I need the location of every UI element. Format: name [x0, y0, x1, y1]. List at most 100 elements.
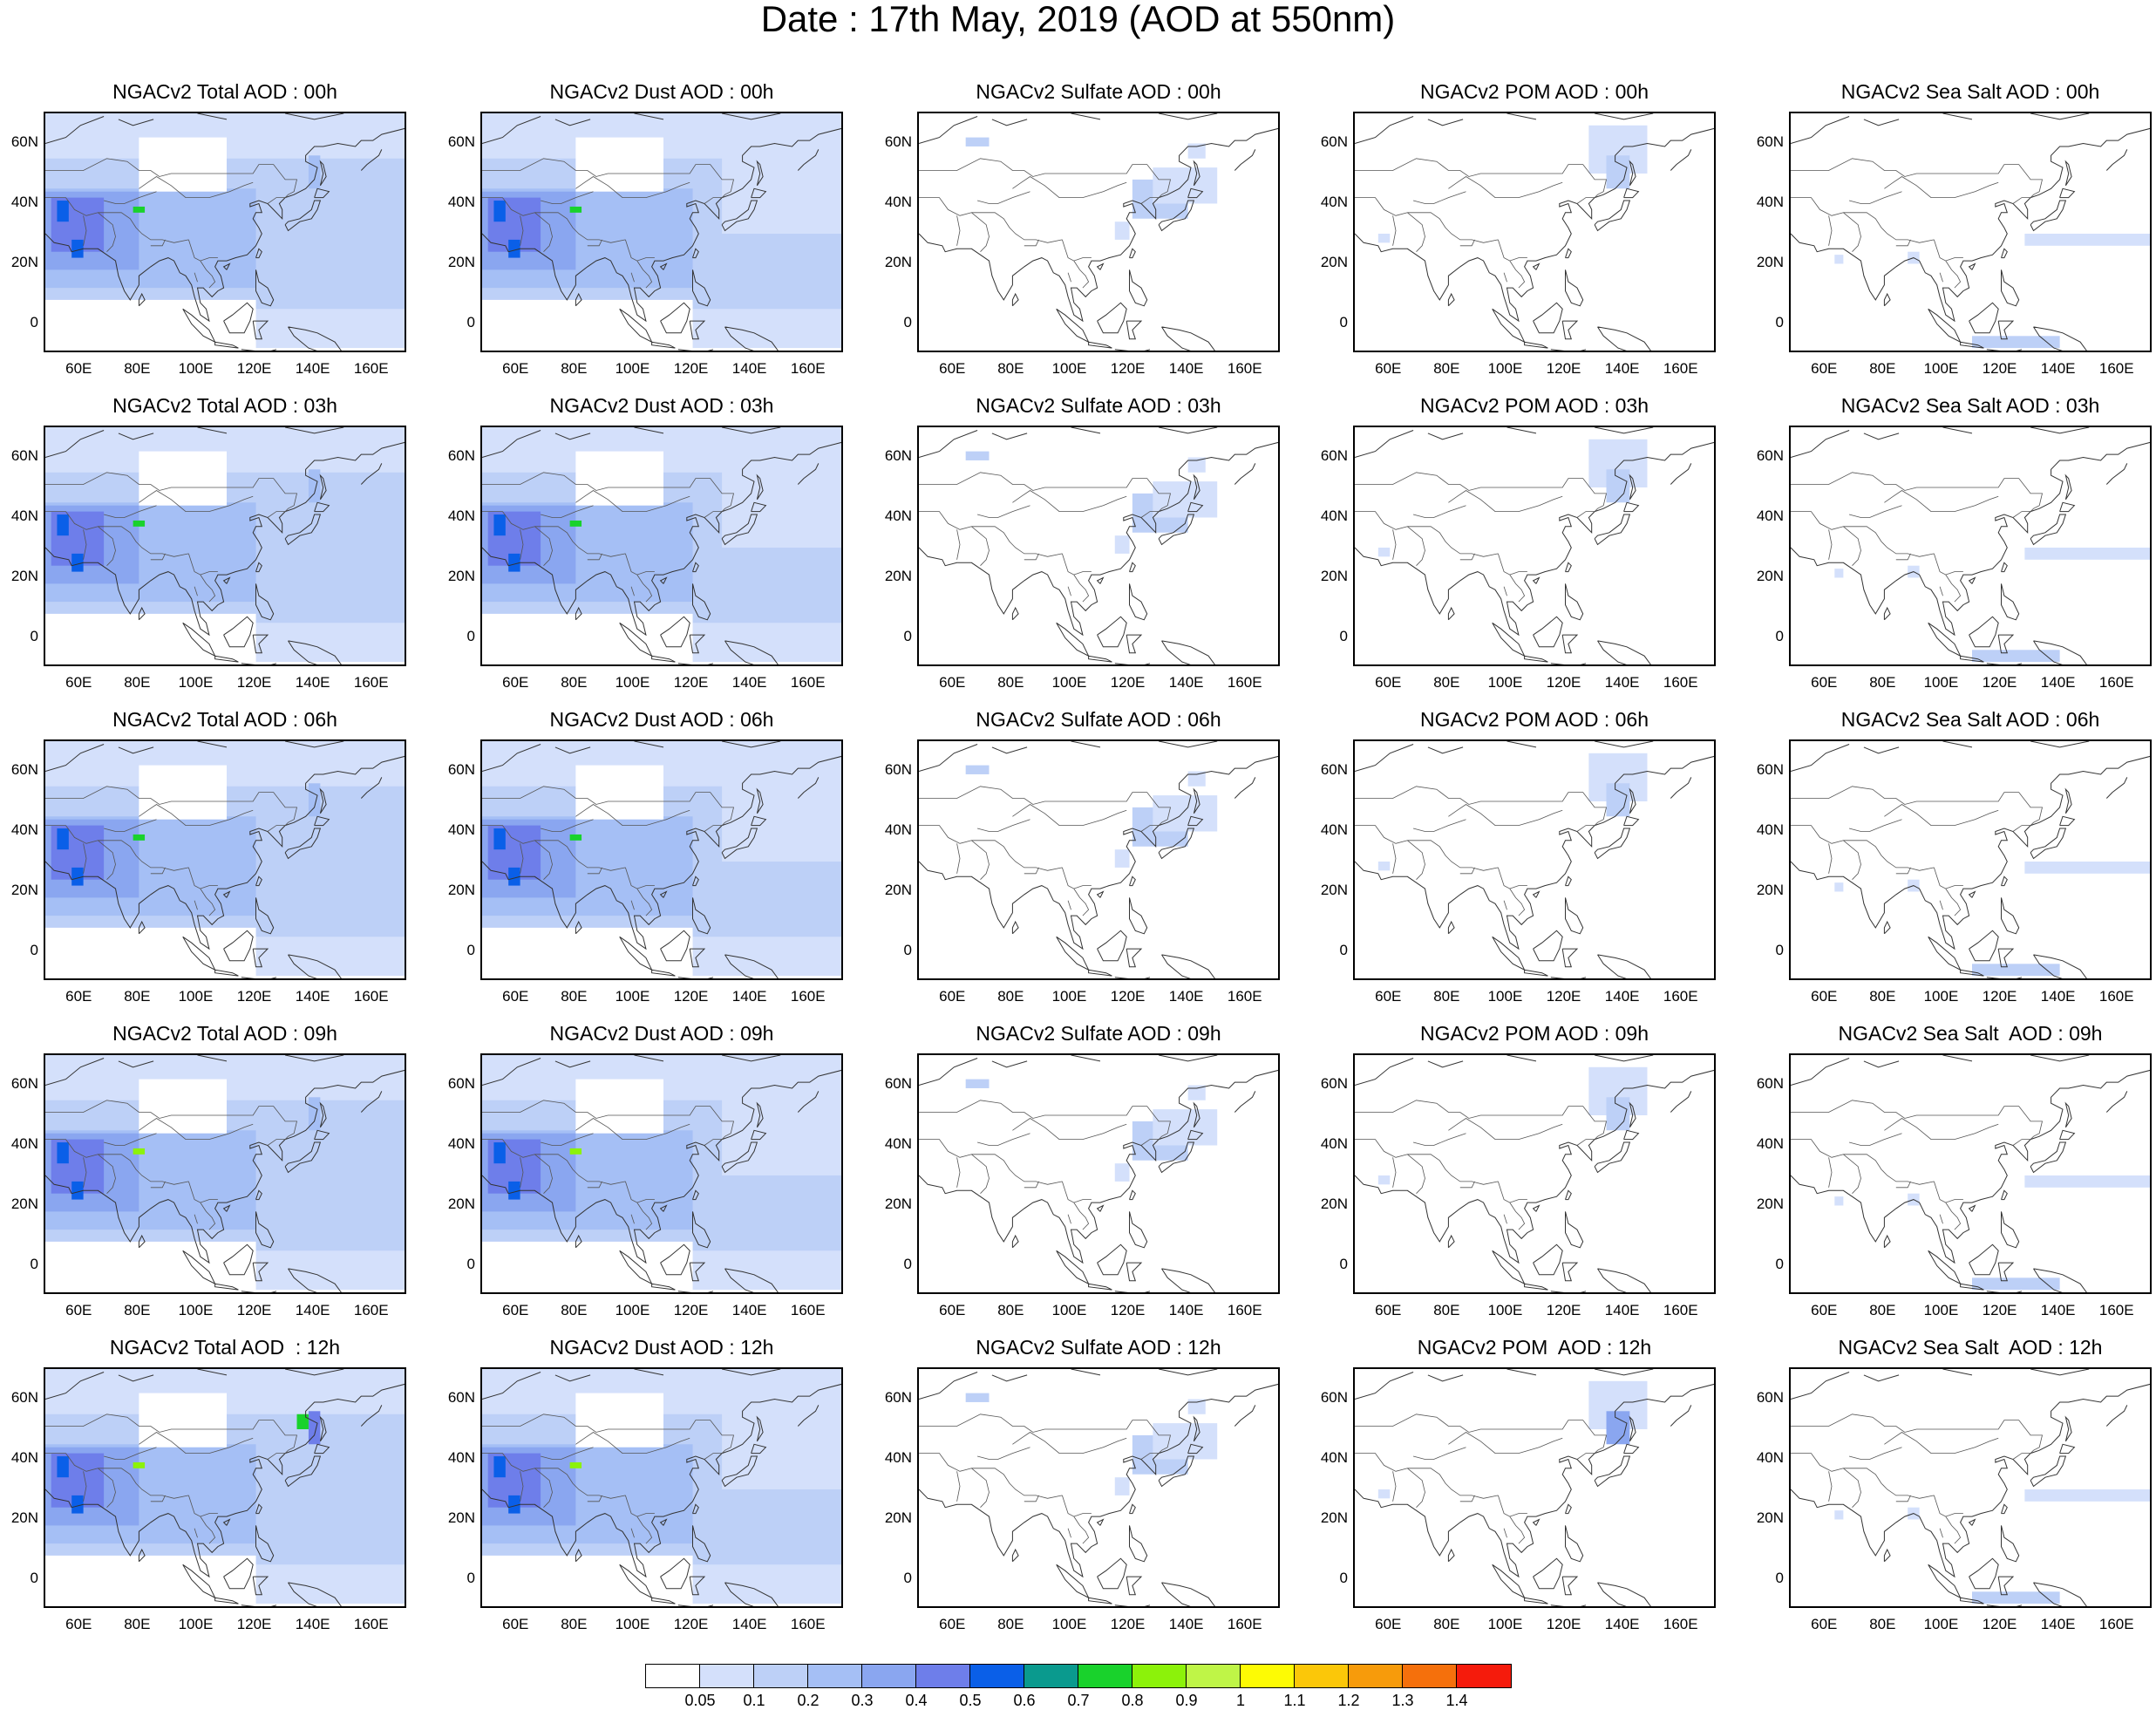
- country-border: [625, 867, 655, 889]
- country-border: [1412, 505, 1466, 518]
- coastline: [214, 1597, 239, 1604]
- coastline: [1097, 302, 1127, 334]
- lon-tick-label: 60E: [1811, 674, 1838, 691]
- country-border: [83, 1157, 87, 1188]
- coastline: [1670, 1405, 1692, 1427]
- coastline: [1129, 897, 1148, 935]
- coastline: [1594, 113, 1654, 120]
- colorbar-tick-label: 0.6: [1013, 1692, 1036, 1709]
- country-border: [1073, 260, 1090, 289]
- lon-tick-label: 160E: [1227, 360, 1262, 377]
- coastline: [919, 127, 1278, 323]
- coastline: [214, 655, 239, 663]
- map-panel-sea-salt: [1789, 739, 2152, 980]
- lat-tick-label: 20N: [1320, 1509, 1348, 1526]
- coastline: [1565, 897, 1584, 935]
- coastline: [659, 576, 668, 584]
- colorbar-swatch: [1132, 1665, 1187, 1687]
- aod-shading: [1377, 1489, 1391, 1499]
- coastline: [634, 1055, 664, 1062]
- country-border: [103, 505, 157, 518]
- coastline: [677, 1604, 714, 1606]
- coastline: [284, 741, 344, 748]
- country-border: [971, 526, 990, 566]
- coastline: [1193, 473, 1200, 501]
- lat-tick-label: 40N: [447, 821, 475, 838]
- coastline: [1791, 441, 2150, 637]
- country-border: [1576, 825, 1595, 832]
- country-border: [540, 1133, 594, 1146]
- coastline: [1096, 1204, 1105, 1212]
- lat-tick-label: 60N: [1320, 760, 1348, 778]
- country-border: [103, 819, 157, 832]
- country-border: [1945, 888, 1962, 916]
- country-border: [919, 1100, 1172, 1140]
- country-border: [976, 819, 1030, 832]
- coastline: [1986, 663, 2023, 664]
- aod-shading: [71, 1495, 84, 1514]
- lat-tick-label: 60N: [884, 133, 912, 150]
- country-border: [1939, 1214, 1943, 1224]
- coastline: [255, 248, 262, 259]
- coastline: [1561, 320, 1579, 340]
- figure-title: Date : 17th May, 2019 (AOD at 550nm): [760, 0, 1396, 39]
- country-border: [103, 1447, 157, 1460]
- coastline: [1506, 741, 1537, 748]
- country-border: [587, 553, 602, 561]
- country-border: [1062, 867, 1092, 889]
- country-border: [1024, 239, 1039, 247]
- lon-tick-label: 80E: [124, 1616, 151, 1632]
- country-border: [1355, 825, 1499, 871]
- country-border: [1509, 574, 1526, 603]
- coastline: [2001, 248, 2008, 259]
- country-border: [1012, 176, 1127, 198]
- coastline: [660, 616, 690, 648]
- country-border: [45, 825, 189, 871]
- lon-tick-label: 120E: [673, 674, 709, 691]
- coastline: [1088, 969, 1112, 977]
- aod-shading: [308, 155, 321, 189]
- country-border: [630, 1528, 635, 1538]
- country-border: [1062, 553, 1092, 576]
- aod-shading: [1114, 535, 1130, 554]
- lat-tick-label: 60N: [884, 760, 912, 778]
- aod-shading: [1972, 964, 2060, 977]
- lat-tick-label: 20N: [1756, 1195, 1784, 1212]
- coastline: [651, 1283, 676, 1291]
- lon-tick-label: 140E: [1168, 360, 1204, 377]
- aod-shading: [45, 1555, 256, 1606]
- coastline: [2030, 514, 2067, 546]
- lon-tick-label: 120E: [1982, 1616, 2017, 1632]
- lat-tick-label: 20N: [10, 881, 38, 898]
- coastline: [1791, 744, 1850, 772]
- coastline: [991, 746, 1028, 754]
- country-border: [1407, 1468, 1425, 1508]
- coastline: [1129, 875, 1136, 887]
- lat-tick-label: 20N: [1320, 881, 1348, 898]
- colorbar-tick-label: 0.9: [1175, 1692, 1198, 1709]
- aod-shading: [1972, 1277, 2060, 1291]
- lat-tick-label: 0: [903, 1255, 912, 1272]
- coastline: [751, 1443, 767, 1455]
- aod-shading: [569, 1148, 582, 1155]
- country-border: [1791, 786, 2044, 826]
- country-border: [971, 1468, 990, 1508]
- coastline: [1447, 606, 1455, 621]
- coastline: [991, 119, 1028, 126]
- coastline: [1997, 1262, 2015, 1282]
- coastline: [197, 1055, 228, 1062]
- lon-tick-label: 80E: [1433, 1616, 1460, 1632]
- coastline: [284, 514, 322, 546]
- lon-tick-label: 80E: [1869, 1616, 1896, 1632]
- coastline: [1629, 1101, 1636, 1128]
- lat-tick-label: 0: [30, 313, 38, 330]
- lon-tick-label: 100E: [178, 1302, 214, 1318]
- coastline: [255, 583, 275, 621]
- coastline: [255, 562, 262, 573]
- lon-tick-label: 160E: [1227, 674, 1262, 691]
- coastline: [1071, 1369, 1101, 1376]
- lon-tick-label: 80E: [124, 1302, 151, 1318]
- coastline: [1597, 640, 1651, 664]
- coastline: [1597, 954, 1651, 978]
- coastline: [1355, 755, 1714, 950]
